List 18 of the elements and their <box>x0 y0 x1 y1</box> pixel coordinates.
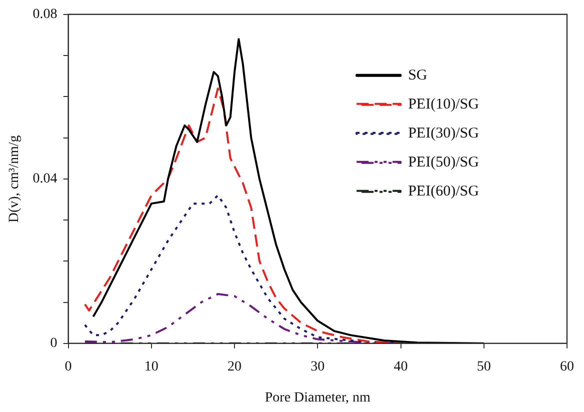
x-tick-label: 0 <box>64 359 72 374</box>
legend-label: SG <box>408 67 428 84</box>
x-tick-label: 60 <box>560 359 574 374</box>
x-tick-label: 40 <box>394 359 408 374</box>
y-tick-label: 0.08 <box>32 7 58 22</box>
legend-label: PEI(60)/SG <box>408 183 480 200</box>
legend-label: PEI(50)/SG <box>408 154 480 170</box>
legend-label: PEI(30)/SG <box>408 125 480 142</box>
x-tick-label: 30 <box>310 359 325 374</box>
x-axis-title: Pore Diameter, nm <box>264 390 371 406</box>
x-tick-label: 10 <box>144 359 158 374</box>
legend-label: PEI(10)/SG <box>408 96 480 112</box>
y-tick-label: 0 <box>50 336 58 352</box>
line-series <box>84 87 402 344</box>
x-tick-label: 20 <box>228 359 242 374</box>
y-axis-title: D(v), cm³/nm/g <box>7 135 22 223</box>
y-tick-label: 0.04 <box>32 172 58 187</box>
x-tick-label: 50 <box>476 359 491 374</box>
